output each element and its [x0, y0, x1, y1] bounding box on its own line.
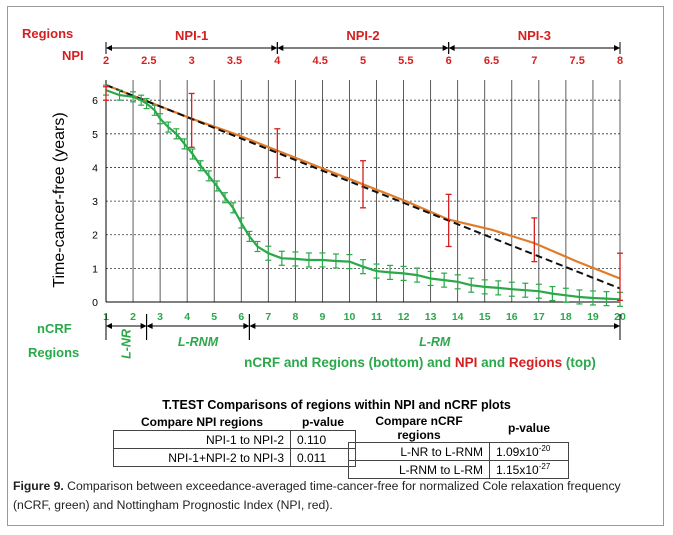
y-tick-label: 6	[92, 95, 98, 107]
npi-row-label: NPI-1+NPI-2 to NPI-3	[113, 448, 291, 467]
npi-row-label: NPI-1 to NPI-2	[113, 430, 291, 449]
y-axis-label: Time-cancer-free (years)	[51, 112, 68, 287]
ncrf-pvalue-exp: -20	[538, 444, 551, 453]
npi-tick-label: 5.5	[398, 55, 413, 67]
legend-npi: NPI	[455, 355, 478, 370]
npi-tick-label: 5	[360, 55, 366, 67]
ncrf-tick-label: 17	[533, 311, 545, 323]
ncrf-row-pvalue: 1.09x10-20	[489, 442, 569, 461]
y-tick-label: 2	[92, 230, 98, 242]
npi-tick-label: 6	[446, 55, 452, 67]
y-tick-label: 3	[92, 196, 98, 208]
region-arrow-right	[140, 323, 147, 329]
region-arrow-left	[106, 45, 112, 51]
figure-caption: Figure 9. Comparison between exceedance-…	[13, 477, 653, 515]
npi-region-label: NPI-1	[175, 28, 208, 43]
npi-ttest-table: Compare NPI regions p-value NPI-1 to NPI…	[113, 414, 356, 467]
ncrf-pvalue-base: 1.15x10	[496, 463, 539, 477]
ncrf-tick-label: 2	[130, 311, 136, 323]
ncrf-row-label: L-NR to L-RNM	[348, 442, 490, 461]
legend-and-1: and	[280, 355, 312, 370]
ncrf-tick-label: 8	[292, 311, 298, 323]
legend-ncrf: nCRF	[244, 355, 280, 370]
top-regions-label: Regions	[22, 26, 73, 41]
npi-tick-label: 8	[617, 55, 623, 67]
bottom-regions-label: Regions	[28, 345, 79, 360]
npi-tick-label: 7	[531, 55, 537, 67]
npi-tick-label: 3	[189, 55, 195, 67]
npi-region-label: NPI-3	[518, 28, 551, 43]
ttest-title: T.TEST Comparisons of regions within NPI…	[162, 398, 511, 412]
npi-table-header-pvalue: p-value	[301, 415, 344, 429]
legend-regions-1: Regions	[312, 355, 365, 370]
legend-text: nCRF and Regions (bottom) and NPI and Re…	[244, 355, 596, 370]
npi-row-pvalue: 0.110	[290, 430, 356, 449]
ncrf-tick-label: 12	[398, 311, 410, 323]
figure-number: Figure 9.	[13, 479, 64, 493]
npi-tick-label: 2.5	[141, 55, 156, 67]
ncrf-tick-label: 6	[238, 311, 244, 323]
y-tick-label: 1	[92, 263, 98, 275]
ncrf-pvalue-base: 1.09x10	[496, 445, 539, 459]
region-arrow-right	[271, 45, 278, 51]
ncrf-tick-label: 9	[319, 311, 325, 323]
ncrf-region-label: L-NR	[119, 329, 133, 359]
ncrf-tick-label: 3	[157, 311, 163, 323]
ncrf-row-label: L-RNM to L-RM	[348, 460, 490, 479]
table-row: NPI-1 to NPI-2 0.110	[113, 430, 356, 449]
region-arrow-left	[106, 323, 112, 329]
legend-and-2: and	[477, 355, 509, 370]
legend-top: (top)	[562, 355, 596, 370]
ncrf-tick-label: 4	[184, 311, 190, 323]
npi-tick-label: 3.5	[227, 55, 242, 67]
region-arrow-left	[249, 323, 256, 329]
region-arrow-left	[448, 45, 455, 51]
chart: Regions NPI nCRF Regions Time-cancer-fre…	[22, 26, 626, 370]
series-line	[105, 89, 621, 301]
ncrf-tick-label: 10	[344, 311, 356, 323]
ncrf-table-header-regions: Compare nCRF regions	[375, 414, 463, 442]
ncrf-region-label: L-RNM	[178, 335, 219, 349]
table-row: L-RNM to L-RM 1.15x10-27	[348, 460, 569, 479]
ncrf-table-header-pvalue: p-value	[507, 421, 550, 435]
region-arrow-left	[277, 45, 284, 51]
legend-regions-2: Regions	[509, 355, 562, 370]
table-row: L-NR to L-RNM 1.09x10-20	[348, 442, 569, 461]
ncrf-tick-label: 5	[211, 311, 217, 323]
table-row: NPI-1+NPI-2 to NPI-3 0.011	[113, 448, 356, 467]
region-arrow-right	[442, 45, 449, 51]
npi-row-pvalue: 0.011	[290, 448, 356, 467]
npi-tick-label: 2	[103, 55, 109, 67]
region-arrow-right	[614, 323, 620, 329]
ncrf-row-pvalue: 1.15x10-27	[489, 460, 569, 479]
ncrf-ttest-table: Compare nCRF regions p-value L-NR to L-R…	[348, 414, 569, 479]
ncrf-tick-label: 7	[265, 311, 271, 323]
ncrf-tick-label: 11	[371, 311, 382, 323]
ncrf-tick-label: 14	[452, 311, 464, 323]
npi-tick-label: 4.5	[313, 55, 328, 67]
ncrf-tick-label: 18	[560, 311, 572, 323]
figure-caption-text: Comparison between exceedance-averaged t…	[13, 479, 621, 512]
npi-tick-label: 7.5	[570, 55, 585, 67]
y-tick-label: 5	[92, 129, 98, 141]
npi-region-label: NPI-2	[346, 28, 379, 43]
ncrf-pvalue-exp: -27	[538, 462, 551, 471]
top-axis-title: NPI	[62, 48, 84, 63]
region-arrow-right	[614, 45, 620, 51]
ncrf-tick-label: 19	[587, 311, 599, 323]
bottom-axis-title: nCRF	[37, 321, 72, 336]
region-arrow-left	[146, 323, 153, 329]
region-arrow-right	[243, 323, 250, 329]
ncrf-tick-label: 16	[506, 311, 518, 323]
npi-table-header-regions: Compare NPI regions	[140, 415, 264, 429]
ncrf-tick-label: 13	[425, 311, 437, 323]
ncrf-region-label: L-RM	[419, 335, 451, 349]
figure-frame	[7, 6, 664, 526]
ncrf-tick-label: 15	[479, 311, 491, 323]
npi-tick-label: 6.5	[484, 55, 499, 67]
y-tick-label: 4	[92, 162, 98, 174]
legend-bottom: (bottom) and	[365, 355, 455, 370]
npi-tick-label: 4	[274, 55, 281, 67]
y-tick-label: 0	[92, 297, 98, 309]
